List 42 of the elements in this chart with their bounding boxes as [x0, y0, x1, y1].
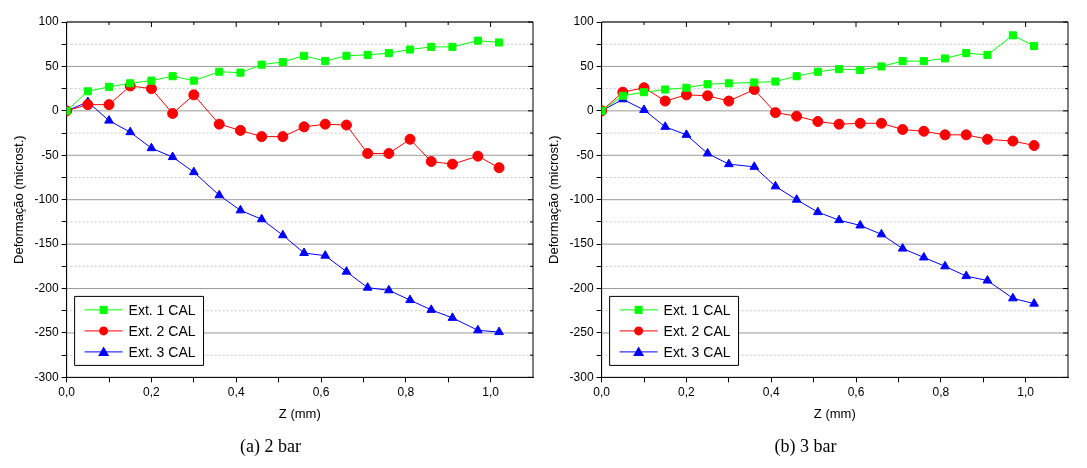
x-axis-title: Z (mm) [813, 406, 856, 422]
y-tick-label: 0 [51, 103, 59, 118]
y-tick-label: -200 [34, 280, 59, 295]
y-axis-title: Deformação (microst.) [11, 135, 27, 264]
x-tick-label: 1,0 [1017, 384, 1035, 399]
y-tick-label: -150 [34, 236, 59, 251]
y-tick-label: 0 [586, 103, 594, 118]
x-tick-label: 0,8 [932, 384, 950, 399]
legend-label: Ext. 3 CAL [663, 343, 731, 360]
x-tick-label: 0,0 [58, 384, 76, 399]
legend-label: Ext. 1 CAL [128, 301, 196, 318]
y-tick-label: -100 [34, 192, 59, 207]
y-tick-label: -250 [569, 325, 594, 340]
x-tick-label: 0,2 [143, 384, 161, 399]
legend-label: Ext. 2 CAL [663, 322, 731, 339]
y-tick-label: -50 [576, 147, 594, 162]
x-tick-label: 0,8 [397, 384, 415, 399]
text: (b) 3 bar [774, 435, 837, 457]
x-tick-label: 0,6 [847, 384, 865, 399]
x-axis-title: Z (mm) [278, 406, 321, 422]
y-tick-label: -150 [569, 236, 594, 251]
x-tick-label: 0,4 [227, 384, 245, 399]
x-tick-label: 0,0 [593, 384, 611, 399]
y-tick-label: 50 [45, 58, 59, 73]
x-tick-label: 1,0 [482, 384, 500, 399]
y-tick-label: -200 [569, 280, 594, 295]
y-tick-label: -100 [569, 192, 594, 207]
y-tick-label: 100 [38, 14, 59, 29]
x-tick-label: 0,6 [312, 384, 330, 399]
y-tick-label: 50 [580, 58, 594, 73]
y-tick-label: -300 [34, 369, 59, 384]
text: (a) 2 bar [240, 435, 301, 457]
y-tick-label: -250 [34, 325, 59, 340]
x-tick-label: 0,4 [762, 384, 780, 399]
y-tick-label: 100 [573, 14, 594, 29]
legend-label: Ext. 3 CAL [128, 343, 196, 360]
y-tick-label: -50 [41, 147, 59, 162]
legend-label: Ext. 1 CAL [663, 301, 731, 318]
y-axis-title: Deformação (microst.) [546, 135, 562, 264]
legend-label: Ext. 2 CAL [128, 322, 196, 339]
x-tick-label: 0,2 [678, 384, 696, 399]
y-tick-label: -300 [569, 369, 594, 384]
